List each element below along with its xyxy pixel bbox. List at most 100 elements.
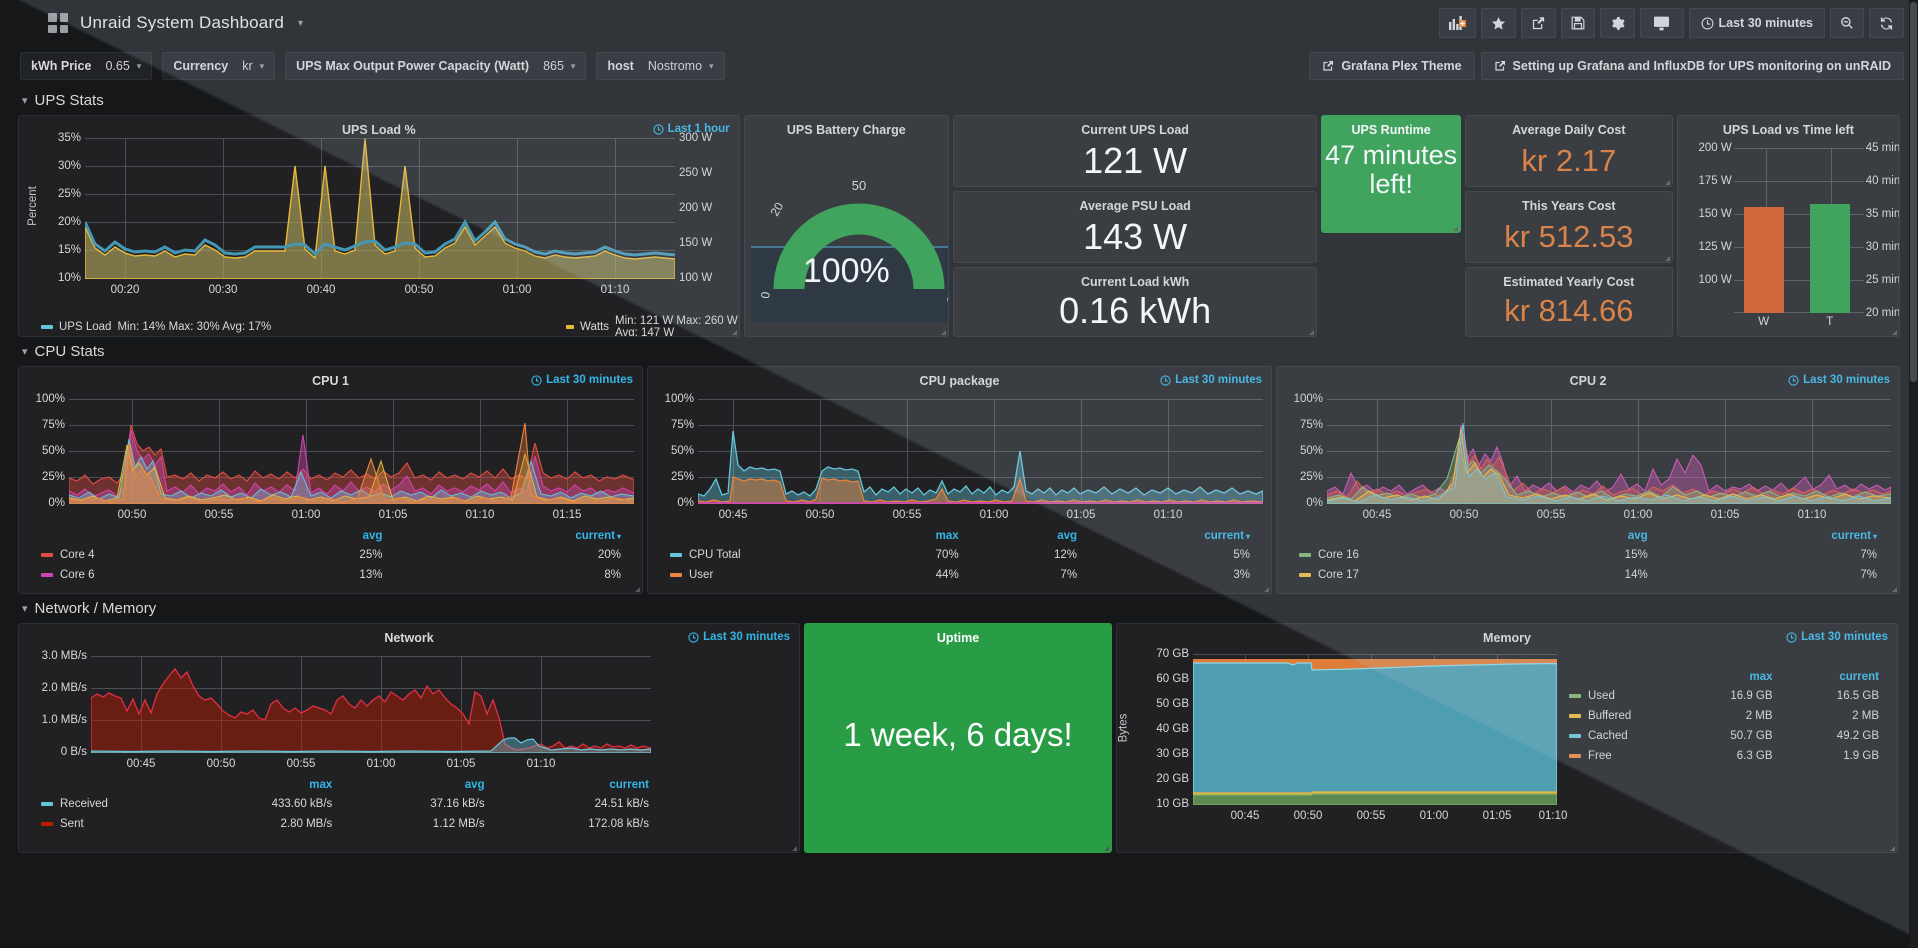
legend-series-name[interactable]: Core 17 xyxy=(1318,569,1359,581)
panel-average-daily-cost: Average Daily Cost kr 2.17 xyxy=(1464,115,1673,187)
legend-current-value: 1.9 GB xyxy=(1843,750,1879,762)
panel-resize-handle[interactable] xyxy=(1892,587,1897,592)
panel-time-range[interactable]: Last 30 minutes xyxy=(688,631,790,643)
zoom-out-button[interactable] xyxy=(1830,8,1864,38)
stat-value: kr 512.53 xyxy=(1504,219,1634,254)
page-scrollbar[interactable] xyxy=(1909,0,1918,948)
dashboard-breadcrumb[interactable]: Unraid System Dashboard ▾ xyxy=(48,13,303,33)
legend-series-name[interactable]: Buffered xyxy=(1588,710,1632,722)
legend-series-name[interactable]: User xyxy=(689,569,714,581)
y-axis-label: Bytes xyxy=(1117,713,1130,743)
legend-swatch[interactable] xyxy=(41,822,53,826)
legend-swatch[interactable] xyxy=(41,573,53,577)
panel-title: UPS Load % xyxy=(342,123,416,137)
legend-current-value: 3% xyxy=(1233,569,1250,581)
ups-stat-column-left: Current UPS Load 121 W Average PSU Load … xyxy=(952,115,1318,337)
link-ups-monitoring-guide[interactable]: Setting up Grafana and InfluxDB for UPS … xyxy=(1480,52,1904,80)
bar-w xyxy=(1743,207,1784,313)
legend-max-value: 70% xyxy=(935,549,959,561)
panel-time-range[interactable]: Last 30 minutes xyxy=(1786,631,1888,643)
legend-swatch[interactable] xyxy=(670,553,682,557)
variable-currency[interactable]: Currency kr ▾ xyxy=(162,52,276,80)
legend-swatch[interactable] xyxy=(566,325,575,329)
legend-current-value: 7% xyxy=(1860,569,1877,581)
variable-value[interactable]: kr ▾ xyxy=(242,59,265,73)
stat-value: kr 814.66 xyxy=(1504,293,1634,328)
legend-swatch[interactable] xyxy=(1299,553,1311,557)
legend-series-name[interactable]: Sent xyxy=(60,818,84,830)
legend-swatch[interactable] xyxy=(1569,754,1581,758)
external-link-icon xyxy=(1323,61,1334,71)
variable-host[interactable]: host Nostromo ▾ xyxy=(596,52,725,80)
legend-swatch[interactable] xyxy=(1569,734,1581,738)
legend-swatch[interactable] xyxy=(41,553,53,557)
legend-swatch[interactable] xyxy=(41,802,53,806)
variable-value[interactable]: 865 ▾ xyxy=(543,59,576,73)
share-button[interactable] xyxy=(1520,8,1556,38)
variable-kwh-price[interactable]: kWh Price 0.65 ▾ xyxy=(20,52,153,80)
panel-resize-handle[interactable] xyxy=(1664,256,1670,261)
panel-resize-handle[interactable] xyxy=(940,330,946,335)
row-header-cpu-stats[interactable]: ▾ CPU Stats xyxy=(0,337,1918,366)
legend-row: Sent 2.80 MB/s 1.12 MB/s 172.08 kB/s xyxy=(41,814,649,834)
legend-series-name[interactable]: Core 16 xyxy=(1318,549,1359,561)
panel-time-range[interactable]: Last 30 minutes xyxy=(1160,374,1262,386)
time-range-picker[interactable]: Last 30 minutes xyxy=(1688,8,1825,38)
legend-series-name[interactable]: Cached xyxy=(1588,730,1628,742)
link-grafana-plex-theme[interactable]: Grafana Plex Theme xyxy=(1309,52,1475,80)
panel-resize-handle[interactable] xyxy=(792,846,797,851)
panel-resize-handle[interactable] xyxy=(1104,846,1109,851)
panel-resize-handle[interactable] xyxy=(731,330,737,335)
panel-title: Average PSU Load xyxy=(1079,199,1191,213)
add-panel-button[interactable] xyxy=(1438,8,1476,38)
legend-current-value: 7% xyxy=(1860,549,1877,561)
save-button[interactable] xyxy=(1560,8,1595,38)
row-header-ups-stats[interactable]: ▾ UPS Stats xyxy=(0,86,1918,115)
legend-row: Core 17 14% 7% xyxy=(1299,565,1877,585)
panel-resize-handle[interactable] xyxy=(635,587,640,592)
settings-button[interactable] xyxy=(1599,8,1635,38)
variable-value[interactable]: Nostromo ▾ xyxy=(647,59,714,73)
refresh-button[interactable] xyxy=(1869,8,1904,38)
legend-header-row: avg current xyxy=(41,527,621,545)
variable-value[interactable]: 0.65 ▾ xyxy=(105,59,142,73)
panel-memory: Memory Last 30 minutes Bytes 70 GB 60 GB 5… xyxy=(1116,623,1898,853)
legend-series-name[interactable]: Watts xyxy=(580,321,610,333)
panel-time-range[interactable]: Last 30 minutes xyxy=(531,374,633,386)
panel-title: This Years Cost xyxy=(1522,199,1616,213)
legend-swatch[interactable] xyxy=(670,573,682,577)
y-axis-ticks: 100% 75% 50% 25% 0% xyxy=(664,393,694,509)
legend-row: Core 16 15% 7% xyxy=(1299,545,1877,565)
legend-series-name[interactable]: Received xyxy=(60,798,108,810)
panel-resize-handle[interactable] xyxy=(1264,587,1269,592)
star-button[interactable] xyxy=(1480,8,1516,38)
panel-time-range[interactable]: Last 30 minutes xyxy=(1788,374,1890,386)
legend-swatch[interactable] xyxy=(1299,573,1311,577)
row-header-network-memory[interactable]: ▾ Network / Memory xyxy=(0,594,1918,623)
panel-resize-handle[interactable] xyxy=(1890,846,1895,851)
panel-resize-handle[interactable] xyxy=(1309,330,1315,335)
panel-time-range[interactable]: Last 1 hour xyxy=(653,123,730,135)
y-axis-ticks: 100% 75% 50% 25% 0% xyxy=(1293,393,1323,509)
panel-resize-handle[interactable] xyxy=(1892,330,1898,335)
tv-mode-button[interactable] xyxy=(1639,8,1684,38)
legend-swatch[interactable] xyxy=(41,325,53,329)
legend-series-name[interactable]: CPU Total xyxy=(689,549,741,561)
plot-network xyxy=(91,656,651,753)
legend-series-name[interactable]: Core 6 xyxy=(60,569,95,581)
panel-uptime: Uptime 1 week, 6 days! xyxy=(804,623,1112,853)
legend-swatch[interactable] xyxy=(1569,714,1581,718)
legend-row: Received 433.60 kB/s 37.16 kB/s 24.51 kB… xyxy=(41,794,649,814)
variable-ups-max-output[interactable]: UPS Max Output Power Capacity (Watt) 865… xyxy=(285,52,587,80)
panel-resize-handle[interactable] xyxy=(1664,180,1670,185)
panel-resize-handle[interactable] xyxy=(1452,226,1458,231)
legend-series-name[interactable]: Used xyxy=(1588,690,1615,702)
stat-value: 1 week, 6 days! xyxy=(843,716,1073,753)
panel-average-psu-load: Average PSU Load 143 W xyxy=(952,191,1318,263)
legend-series-name[interactable]: Core 4 xyxy=(60,549,95,561)
stat-value: 47 minutes left! xyxy=(1325,140,1458,200)
legend-series-name[interactable]: UPS Load xyxy=(59,321,112,333)
legend-series-name[interactable]: Free xyxy=(1588,750,1612,762)
chevron-down-icon[interactable]: ▾ xyxy=(297,17,303,29)
legend-swatch[interactable] xyxy=(1569,694,1581,698)
